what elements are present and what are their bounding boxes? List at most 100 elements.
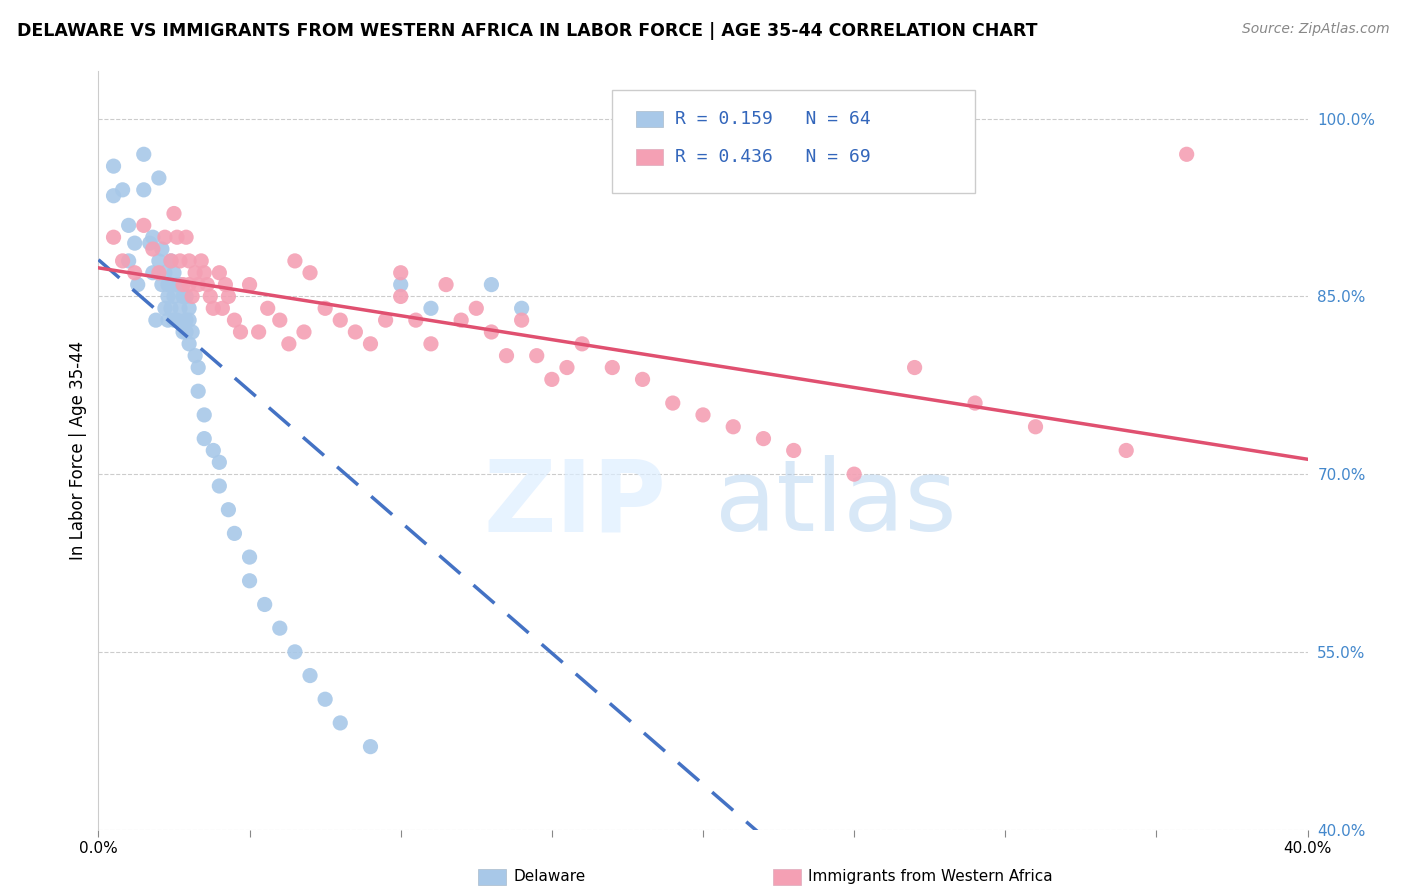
Text: DELAWARE VS IMMIGRANTS FROM WESTERN AFRICA IN LABOR FORCE | AGE 35-44 CORRELATIO: DELAWARE VS IMMIGRANTS FROM WESTERN AFRI… <box>17 22 1038 40</box>
FancyBboxPatch shape <box>637 149 664 165</box>
Point <box>166 313 188 327</box>
Point <box>172 277 194 292</box>
Point <box>269 621 291 635</box>
Point <box>239 277 262 292</box>
Point <box>224 313 246 327</box>
Point <box>208 266 231 280</box>
Point <box>360 336 382 351</box>
Point <box>163 289 186 303</box>
FancyBboxPatch shape <box>613 90 976 193</box>
Point <box>193 266 215 280</box>
Point <box>329 715 352 730</box>
Text: R = 0.159   N = 64: R = 0.159 N = 64 <box>675 110 870 128</box>
Point <box>153 230 176 244</box>
Point <box>247 325 270 339</box>
Point <box>132 183 155 197</box>
Point <box>299 266 322 280</box>
Point <box>184 349 207 363</box>
Point <box>253 598 276 612</box>
Point <box>193 408 215 422</box>
Point <box>299 668 322 682</box>
Text: Source: ZipAtlas.com: Source: ZipAtlas.com <box>1241 22 1389 37</box>
Point <box>217 502 239 516</box>
Point <box>179 336 201 351</box>
Point <box>148 266 170 280</box>
Point <box>692 408 714 422</box>
Point <box>200 289 222 303</box>
Point <box>292 325 315 339</box>
Point <box>211 301 233 316</box>
Point <box>208 479 231 493</box>
Point <box>465 301 488 316</box>
Point <box>965 396 987 410</box>
Point <box>190 253 212 268</box>
Point <box>127 277 149 292</box>
Point <box>214 277 236 292</box>
Point <box>142 266 165 280</box>
Point <box>1175 147 1198 161</box>
Point <box>132 219 155 233</box>
Point <box>132 147 155 161</box>
Point <box>495 349 517 363</box>
Point <box>169 301 191 316</box>
Point <box>195 277 218 292</box>
Point <box>193 432 215 446</box>
Point <box>118 253 141 268</box>
Point <box>181 289 204 303</box>
Point <box>166 230 188 244</box>
Point <box>374 313 396 327</box>
Point <box>510 313 533 327</box>
Point <box>208 455 231 469</box>
Point <box>723 419 745 434</box>
Point <box>510 301 533 316</box>
Point <box>103 159 125 173</box>
Point <box>179 301 201 316</box>
Point <box>160 277 183 292</box>
Point <box>344 325 367 339</box>
Point <box>111 253 134 268</box>
Text: R = 0.436   N = 69: R = 0.436 N = 69 <box>675 148 870 166</box>
Point <box>420 336 443 351</box>
Point <box>172 325 194 339</box>
Text: Delaware: Delaware <box>513 870 585 884</box>
Point <box>156 313 179 327</box>
Point <box>239 550 262 565</box>
Text: Immigrants from Western Africa: Immigrants from Western Africa <box>808 870 1053 884</box>
Point <box>481 277 503 292</box>
Point <box>269 313 291 327</box>
Point <box>181 325 204 339</box>
Point <box>202 443 225 458</box>
Point <box>314 692 336 706</box>
Point <box>118 219 141 233</box>
Point <box>142 242 165 256</box>
Point <box>602 360 624 375</box>
Point <box>172 289 194 303</box>
Point <box>179 313 201 327</box>
Point <box>187 277 209 292</box>
Point <box>174 230 197 244</box>
Point <box>450 313 472 327</box>
Point <box>163 206 186 220</box>
Point <box>187 360 209 375</box>
Point <box>150 277 173 292</box>
Point <box>124 266 146 280</box>
Point <box>174 313 197 327</box>
Point <box>156 277 179 292</box>
Point <box>139 236 162 251</box>
Point <box>160 301 183 316</box>
Point <box>1024 419 1046 434</box>
Point <box>166 277 188 292</box>
Point <box>179 253 201 268</box>
Point <box>783 443 806 458</box>
Point <box>160 253 183 268</box>
Point <box>481 325 503 339</box>
Point <box>631 372 654 386</box>
Point <box>1115 443 1137 458</box>
Point <box>314 301 336 316</box>
Point <box>329 313 352 327</box>
Point <box>389 277 412 292</box>
Point <box>217 289 239 303</box>
Point <box>153 266 176 280</box>
Point <box>163 266 186 280</box>
Point <box>256 301 278 316</box>
